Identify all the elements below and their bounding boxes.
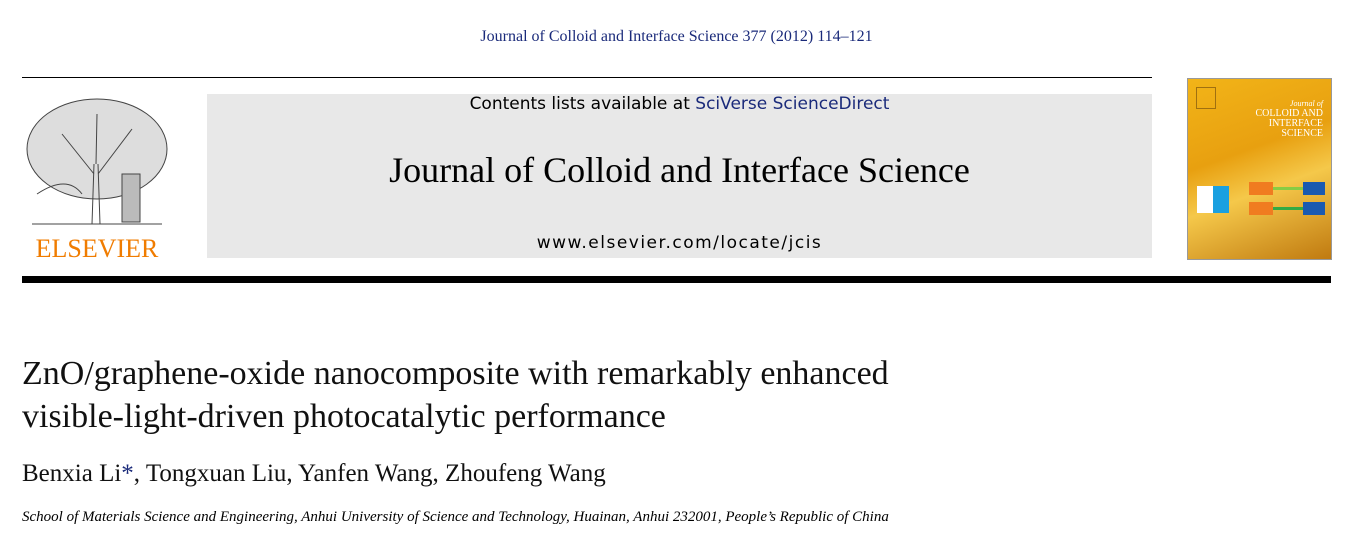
sciencedirect-link[interactable]: SciVerse ScienceDirect bbox=[695, 94, 890, 114]
title-line: ZnO/graphene-oxide nanocomposite with re… bbox=[22, 355, 889, 392]
cover-text: INTERFACE bbox=[1268, 118, 1323, 129]
cover-text: SCIENCE bbox=[1281, 128, 1323, 139]
contents-prefix: Contents lists available at bbox=[469, 94, 696, 114]
elsevier-logo: ELSEVIER bbox=[22, 94, 172, 263]
divider bbox=[22, 77, 1152, 78]
journal-title: Journal of Colloid and Interface Science bbox=[389, 150, 970, 190]
article-title: ZnO/graphene-oxide nanocomposite with re… bbox=[22, 352, 889, 438]
elsevier-tree-icon: ELSEVIER bbox=[26, 98, 168, 263]
author-name: Benxia Li bbox=[22, 460, 122, 487]
contents-line: Contents lists available at SciVerse Sci… bbox=[207, 94, 1152, 114]
svg-text:ELSEVIER: ELSEVIER bbox=[36, 234, 159, 262]
header-divider bbox=[22, 276, 1331, 283]
journal-url-link[interactable]: www.elsevier.com/locate/jcis bbox=[536, 233, 823, 253]
corresponding-author-link[interactable]: * bbox=[121, 460, 134, 487]
journal-citation: Journal of Colloid and Interface Science… bbox=[480, 28, 873, 45]
author-names: , Tongxuan Liu, Yanfen Wang, Zhoufeng Wa… bbox=[133, 460, 606, 487]
cover-text: COLLOID AND bbox=[1255, 108, 1324, 119]
affiliation: School of Materials Science and Engineer… bbox=[22, 509, 889, 525]
author-list: Benxia Li*, Tongxuan Liu, Yanfen Wang, Z… bbox=[22, 460, 606, 488]
journal-banner: Contents lists available at SciVerse Sci… bbox=[207, 94, 1152, 258]
title-line: visible-light-driven photocatalytic perf… bbox=[22, 398, 666, 435]
cover-text: Journal of bbox=[1289, 99, 1323, 108]
journal-cover-image: Journal of COLLOID AND INTERFACE SCIENCE bbox=[1187, 78, 1332, 260]
